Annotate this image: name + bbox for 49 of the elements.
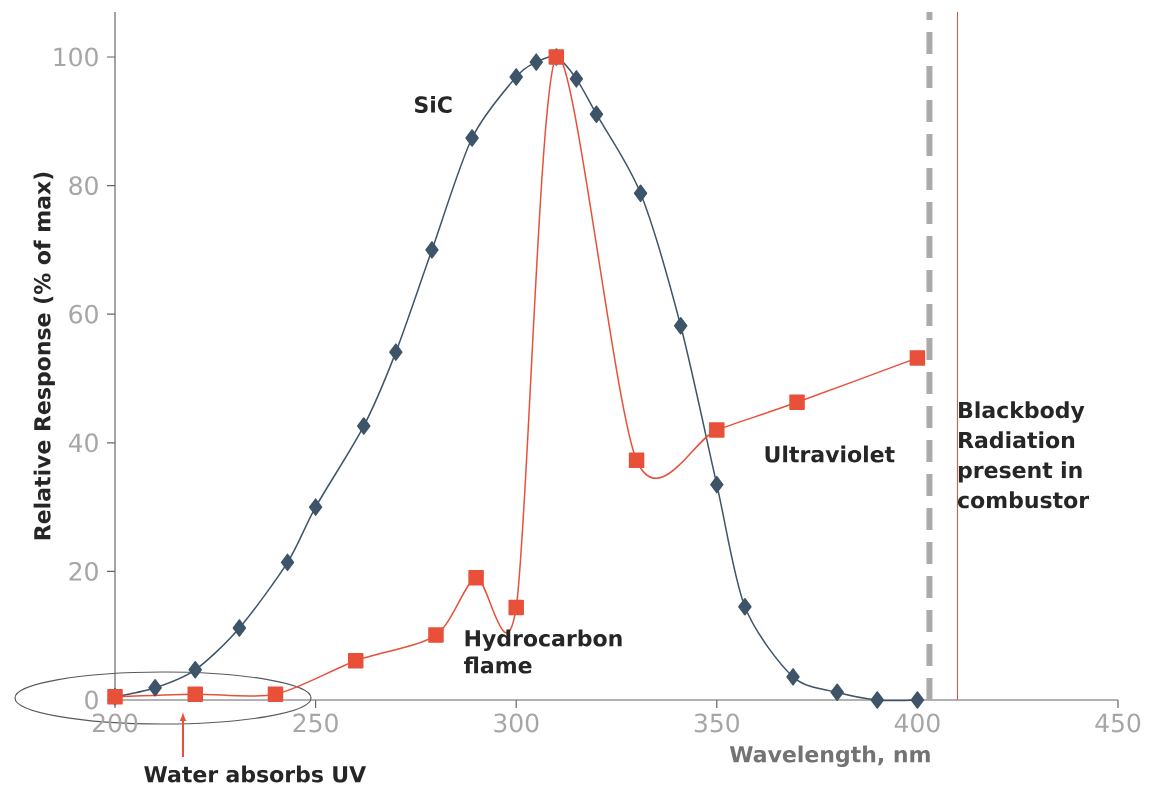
point [628,452,645,468]
y-tick-label: 20 [69,561,98,581]
point [389,343,403,361]
point [428,627,444,643]
point [529,53,544,71]
x-tick-label: 300 [494,713,539,733]
point [633,184,648,203]
point [709,422,725,438]
point [508,599,524,616]
point [710,475,724,494]
point [870,691,885,709]
point [425,241,439,259]
y-tick-label: 40 [68,433,98,453]
point [267,686,284,702]
point [569,70,584,88]
point [830,683,844,702]
point [308,498,323,516]
point [910,691,925,709]
series-label: SiC [415,95,452,113]
point [187,686,203,702]
point [357,417,371,435]
point [509,68,523,86]
annotation: Ultraviolet [765,445,895,463]
point [188,661,202,679]
point [789,394,805,411]
text: Water absorbs UV [144,765,367,783]
x-tick-label: 450 [1095,713,1141,733]
point [468,570,484,586]
x-tick-label: 250 [293,713,338,733]
point [673,317,688,335]
point [465,129,479,147]
y-tick-label: 80 [69,176,98,196]
point [738,598,752,616]
y-tick-label: 0 [85,690,98,710]
x-tick-label: 400 [894,713,940,733]
y-tick-label: 60 [69,304,98,324]
point [786,668,800,686]
point [589,105,604,123]
annotation: Blackbody Radiation present in combustor [957,401,1090,509]
y-tick-label: 100 [54,47,98,67]
point [148,679,162,697]
point [280,553,295,572]
x-axis-title: Wavelength, nm [729,745,930,767]
series-label: Hydrocarbon flame [463,629,622,674]
point [232,619,247,637]
y-axis-title: Relative Response (% of max) [33,172,55,540]
point [347,653,364,669]
x-tick-label: 350 [694,713,739,733]
point [909,350,926,366]
